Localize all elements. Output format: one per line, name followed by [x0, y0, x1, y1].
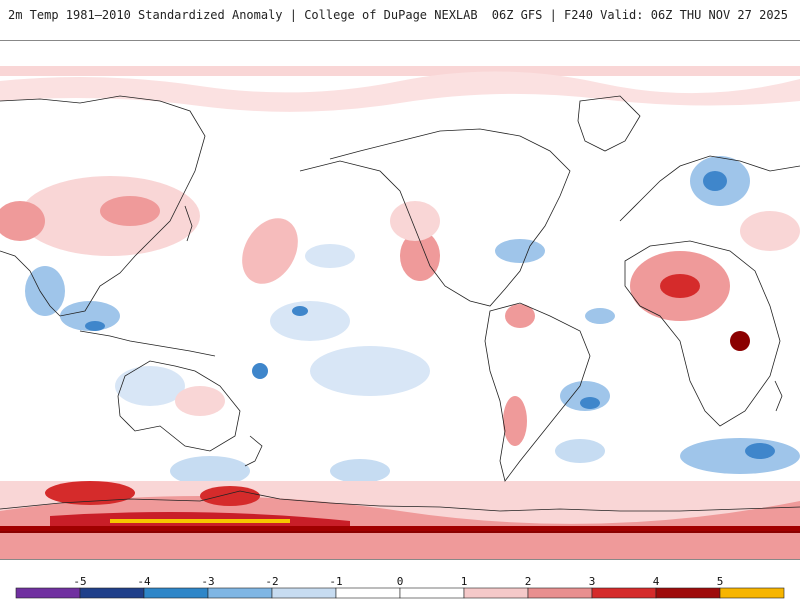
- china-warm-core: [100, 196, 160, 226]
- new-zealand-coast: [244, 435, 263, 467]
- melanesia-cold-core: [252, 363, 268, 379]
- madagascar-coast: [774, 380, 783, 412]
- pacific-cold-core: [292, 306, 308, 316]
- colorbar-tick-label: -4: [137, 575, 151, 588]
- indonesia-coast: [79, 330, 216, 357]
- central-asia-warm: [0, 201, 45, 241]
- colorbar-segment: [335, 587, 401, 599]
- south-pacific-cool: [310, 346, 430, 396]
- header-bar: 2m Temp 1981–2010 Standardized Anomaly |…: [0, 0, 800, 30]
- coastline-layer: [0, 95, 800, 512]
- colorbar-segment: [15, 587, 81, 599]
- colorbar-segment: [207, 587, 273, 599]
- antarctica-coast: [0, 490, 800, 512]
- colorbar-segment: [271, 587, 337, 599]
- colorbar-tick-label: 2: [524, 575, 532, 588]
- colorbar-tick-label: 0: [396, 575, 404, 588]
- colorbar-segment: [79, 587, 145, 599]
- south-pole-edge: [0, 531, 800, 533]
- east-africa-warm-core: [730, 331, 750, 351]
- east-atlantic-cool: [585, 308, 615, 324]
- central-pacific-cool: [270, 301, 350, 341]
- colorbar-tick-label: -2: [265, 575, 279, 588]
- south-america-coast: [484, 302, 591, 482]
- north-america-coast: [299, 128, 571, 307]
- colorbar-tick-label: 1: [460, 575, 468, 588]
- colorbar-tick-label: 3: [588, 575, 596, 588]
- antarctic-warm-core-west: [45, 481, 135, 505]
- india-cold-region: [25, 266, 65, 316]
- colorbar-segment: [655, 587, 721, 599]
- colorbar-tick-label: -5: [73, 575, 87, 588]
- northern-warm-band: [0, 71, 800, 112]
- africa-coast: [624, 240, 781, 427]
- map-title: 2m Temp 1981–2010 Standardized Anomaly |…: [8, 8, 478, 22]
- scandinavia-cold-core: [703, 171, 727, 191]
- colorbar-tick-label: 4: [652, 575, 660, 588]
- colorbar-segment: [399, 587, 465, 599]
- western-us-warm: [400, 231, 440, 281]
- argentina-warm: [503, 396, 527, 446]
- colorbar-tick-label: -1: [329, 575, 343, 588]
- europe-coast: [619, 155, 800, 222]
- greenland-coast: [577, 95, 641, 152]
- sahara-warm-core: [660, 274, 700, 298]
- middle-east-warm: [740, 211, 800, 251]
- arctic-warm-band: [0, 66, 800, 76]
- colorbar-segment: [719, 587, 785, 599]
- atlantic-cool-patch: [495, 239, 545, 263]
- tasman-cool: [170, 456, 250, 486]
- south-atlantic-cold-core: [580, 397, 600, 409]
- eastern-australia-warm: [175, 386, 225, 416]
- sw-atlantic-cool: [555, 439, 605, 463]
- anomaly-layer: [0, 66, 800, 559]
- colorbar-segment: [591, 587, 657, 599]
- colorbar-tick-label: -3: [201, 575, 215, 588]
- colorbar-segment: [463, 587, 529, 599]
- australia-cool: [115, 366, 185, 406]
- northern-sa-warm: [505, 304, 535, 328]
- colorbar-graphic: [15, 587, 785, 599]
- antarctic-strong-warm: [0, 526, 800, 533]
- color-legend: -5 -4 -3 -2 -1 0 1 2 3 4 5: [0, 560, 800, 600]
- south-indian-cold-core: [745, 443, 775, 459]
- pacific-cool-patch: [305, 244, 355, 268]
- se-asia-cold-core: [85, 321, 105, 331]
- southern-pacific-cool: [330, 459, 390, 483]
- japan-coast: [184, 205, 193, 242]
- north-pacific-warm: [242, 218, 298, 284]
- se-asia-cold-region: [60, 301, 120, 331]
- colorbar-segment: [143, 587, 209, 599]
- model-run-info: 06Z GFS | F240 Valid: 06Z THU NOV 27 202…: [491, 8, 788, 22]
- asia-coast: [0, 95, 206, 317]
- south-indian-cool: [680, 438, 800, 474]
- anomaly-map: [0, 40, 800, 560]
- australia-coast: [117, 360, 241, 452]
- colorbar-tick-label: 5: [716, 575, 724, 588]
- nw-america-warm: [390, 201, 440, 241]
- antarctic-warm-core-mid: [200, 486, 260, 506]
- antarctic-extreme-warm: [110, 519, 290, 523]
- colorbar-segment: [527, 587, 593, 599]
